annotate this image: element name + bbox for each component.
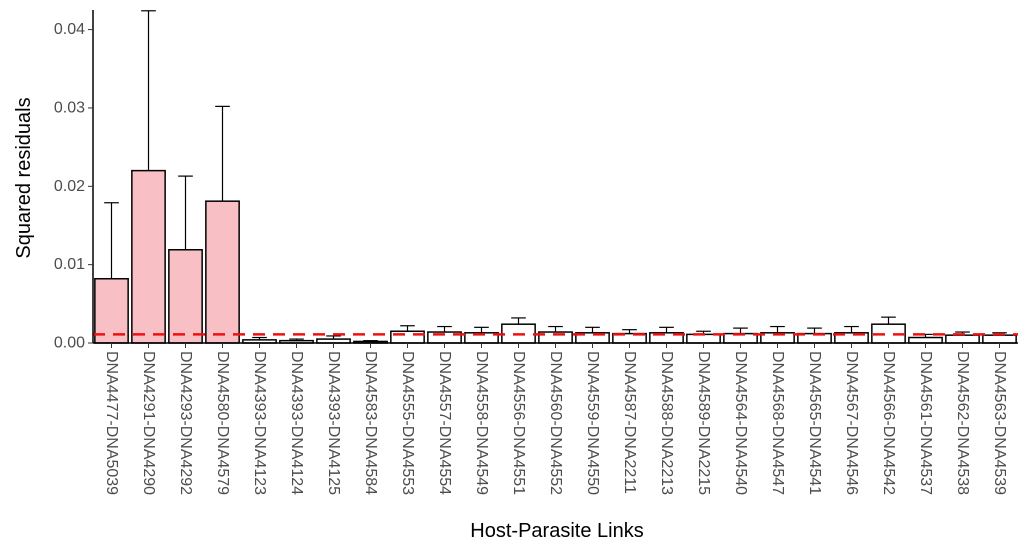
x-tick-label: DNA4580-DNA4579 <box>214 351 231 495</box>
x-axis-title: Host-Parasite Links <box>470 520 643 542</box>
error-bar-DNA4558-DNA4549 <box>474 326 489 333</box>
x-tick-label: DNA4589-DNA2215 <box>695 351 712 495</box>
error-bar-DNA4559-DNA4550 <box>585 326 600 333</box>
bar-DNA4291-DNA4290 <box>131 169 166 344</box>
y-tick-label: 0.00 <box>54 335 85 352</box>
x-tick-label: DNA4587-DNA2211 <box>621 351 638 494</box>
x-tick-label: DNA4565-DNA4541 <box>806 351 823 495</box>
bars-layer <box>94 169 1017 344</box>
x-tick-label: DNA4568-DNA4547 <box>769 351 786 495</box>
error-bar-DNA4555-DNA4553 <box>400 325 415 332</box>
x-tick-label: DNA4583-DNA4584 <box>362 351 379 495</box>
x-tick-label: DNA4557-DNA4554 <box>436 351 453 495</box>
error-bar-DNA4564-DNA4540 <box>733 327 748 334</box>
bar-DNA4562-DNA4538 <box>945 334 980 344</box>
error-bar-DNA4393-DNA4125 <box>326 335 341 340</box>
error-bar-DNA4566-DNA4542 <box>881 316 896 325</box>
x-tick-label: DNA4561-DNA4537 <box>917 351 934 495</box>
error-bar-DNA4393-DNA4124 <box>289 338 304 341</box>
bar-DNA4589-DNA2215 <box>686 333 721 344</box>
y-tick-label: 0.04 <box>54 21 85 38</box>
x-tick-label: DNA4564-DNA4540 <box>732 351 749 495</box>
error-bar-DNA4580-DNA4579 <box>215 105 230 202</box>
error-bar-DNA4565-DNA4541 <box>807 327 822 334</box>
error-bars-layer <box>104 10 1007 342</box>
x-tick-label: DNA4393-DNA4125 <box>325 351 342 495</box>
x-tick-label: DNA4291-DNA4290 <box>140 351 157 495</box>
y-tick-label: 0.03 <box>54 99 85 116</box>
y-tick-label: 0.02 <box>54 178 85 195</box>
error-bar-DNA4556-DNA4551 <box>511 317 526 325</box>
x-tick-label: DNA4588-DNA2213 <box>658 351 675 495</box>
error-bar-DNA4293-DNA4292 <box>178 175 193 250</box>
y-axis-ticks: 0.00 0.01 0.02 0.03 0.04 <box>54 21 93 352</box>
x-tick-label: DNA4555-DNA4553 <box>399 351 416 495</box>
x-tick-label: DNA4567-DNA4546 <box>843 351 860 495</box>
error-bar-DNA4568-DNA4547 <box>770 325 785 333</box>
bar-DNA4563-DNA4539 <box>982 334 1017 344</box>
error-bar-DNA4291-DNA4290 <box>141 10 156 171</box>
bar-DNA4293-DNA4292 <box>168 249 203 344</box>
y-axis-title: Squared residuals <box>13 97 35 258</box>
bar-DNA4477-DNA5039 <box>94 278 129 344</box>
error-bar-DNA4560-DNA4552 <box>548 325 563 333</box>
x-tick-label: DNA4477-DNA5039 <box>103 351 120 495</box>
x-tick-label: DNA4558-DNA4549 <box>473 351 490 495</box>
error-bar-DNA4588-DNA2213 <box>659 326 674 333</box>
error-bar-DNA4393-DNA4123 <box>252 336 267 340</box>
x-tick-label: DNA4556-DNA4551 <box>510 351 527 495</box>
error-bar-DNA4567-DNA4546 <box>844 325 859 333</box>
x-tick-label: DNA4562-DNA4538 <box>954 351 971 495</box>
error-bar-DNA4583-DNA4584 <box>363 340 378 342</box>
x-tick-label: DNA4293-DNA4292 <box>177 351 194 495</box>
error-bar-DNA4557-DNA4554 <box>437 325 452 333</box>
bar-DNA4580-DNA4579 <box>205 200 240 344</box>
x-tick-label: DNA4559-DNA4550 <box>584 351 601 495</box>
bar-DNA4561-DNA4537 <box>908 336 943 344</box>
x-axis-ticks: DNA4477-DNA5039 DNA4291-DNA4290 DNA4293-DN… <box>103 343 1008 495</box>
x-tick-label: DNA4393-DNA4124 <box>288 351 305 495</box>
error-bar-DNA4587-DNA2211 <box>622 329 637 334</box>
x-tick-label: DNA4563-DNA4539 <box>991 351 1008 495</box>
y-tick-label: 0.01 <box>54 256 85 273</box>
error-bar-DNA4477-DNA5039 <box>104 202 119 279</box>
x-tick-label: DNA4393-DNA4123 <box>251 351 268 495</box>
bar-DNA4555-DNA4553 <box>390 330 425 344</box>
x-tick-label: DNA4560-DNA4552 <box>547 351 564 495</box>
x-tick-label: DNA4566-DNA4542 <box>880 351 897 495</box>
